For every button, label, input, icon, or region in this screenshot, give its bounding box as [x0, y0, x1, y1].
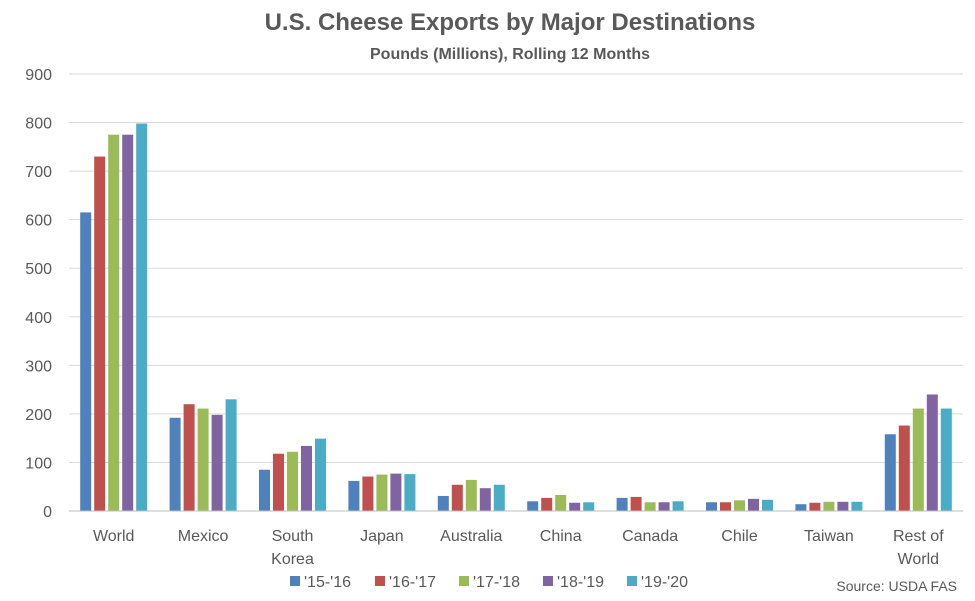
bar: [734, 500, 745, 511]
chart-subtitle: Pounds (Millions), Rolling 12 Months: [370, 46, 650, 63]
bar: [658, 502, 670, 511]
legend-swatch: [627, 576, 637, 586]
y-tick-label: 900: [25, 67, 52, 84]
bar: [301, 445, 312, 511]
x-category-label: Rest of: [893, 528, 944, 545]
bar: [555, 494, 567, 511]
bar: [630, 496, 642, 511]
x-category-label: World: [898, 551, 940, 568]
chart-title: U.S. Cheese Exports by Major Destination…: [265, 9, 756, 36]
bar: [404, 474, 416, 511]
bar: [616, 497, 628, 511]
bar: [437, 495, 449, 511]
bar: [80, 212, 92, 511]
x-category-label: Japan: [360, 528, 404, 545]
y-tick-label: 600: [25, 213, 52, 230]
legend-swatch: [375, 576, 385, 586]
bar: [644, 502, 656, 511]
bar: [672, 501, 684, 511]
bar: [451, 484, 463, 511]
bar: [527, 501, 539, 511]
bar: [94, 156, 106, 512]
bar: [706, 502, 717, 511]
bar: [225, 399, 237, 511]
bar: [136, 123, 148, 511]
bar-series: [108, 134, 924, 511]
y-tick-label: 100: [25, 455, 52, 472]
bar: [465, 479, 477, 511]
bar-series: [122, 134, 938, 511]
bar: [569, 502, 581, 511]
bar: [493, 484, 505, 511]
bar: [348, 480, 360, 511]
bar: [541, 497, 553, 511]
x-category-label: China: [540, 528, 582, 545]
bar: [197, 408, 209, 511]
y-tick-label: 300: [25, 358, 52, 375]
y-axis-tick-labels: 0 100 200 300 400 500 600 700 800 900: [25, 67, 52, 521]
x-category-label: Mexico: [178, 528, 229, 545]
bar: [169, 417, 181, 511]
bar: [748, 498, 759, 511]
bar-series: [94, 156, 910, 512]
bar-series: [80, 212, 896, 511]
bar: [362, 476, 374, 511]
x-axis-category-labels: World Mexico South Korea Japan Australia China…: [93, 528, 944, 568]
bar: [898, 425, 910, 511]
x-category-label: Taiwan: [804, 528, 854, 545]
bar-series: [136, 123, 952, 511]
y-tick-label: 800: [25, 116, 52, 133]
x-category-label: Chile: [721, 528, 758, 545]
bar: [851, 501, 863, 511]
legend-label: '18-'19: [557, 574, 604, 591]
bar: [926, 394, 938, 511]
legend-label: '17-'18: [473, 574, 520, 591]
bar: [809, 502, 821, 511]
bar: [122, 134, 134, 511]
bar: [273, 453, 284, 511]
bar: [315, 438, 326, 511]
bar: [823, 501, 835, 511]
x-category-label: Korea: [271, 551, 314, 568]
bar: [390, 473, 402, 511]
gridlines: [69, 73, 963, 463]
y-tick-label: 500: [25, 261, 52, 278]
bar: [108, 134, 120, 511]
x-category-label: Canada: [622, 528, 678, 545]
bar: [795, 504, 807, 511]
y-tick-label: 0: [43, 504, 52, 521]
legend-swatch: [290, 576, 300, 586]
bar-series-group: [80, 123, 952, 512]
bar: [479, 488, 491, 511]
bar: [837, 501, 849, 511]
legend: '15-'16 '16-'17 '17-'18 '18-'19 '19-'20: [290, 574, 688, 591]
x-category-label: World: [93, 528, 135, 545]
bar: [211, 414, 223, 511]
legend-label: '16-'17: [389, 574, 436, 591]
bar: [376, 474, 388, 511]
x-category-label: South: [272, 528, 314, 545]
y-tick-label: 700: [25, 164, 52, 181]
bar: [912, 408, 924, 511]
legend-swatch: [543, 576, 553, 586]
y-tick-label: 400: [25, 310, 52, 327]
y-tick-label: 200: [25, 407, 52, 424]
bar: [183, 404, 195, 511]
bar: [762, 499, 773, 511]
bar: [940, 408, 952, 511]
bar: [720, 502, 731, 511]
legend-label: '19-'20: [641, 574, 688, 591]
legend-label: '15-'16: [304, 574, 351, 591]
legend-swatch: [459, 576, 469, 586]
x-category-label: Australia: [440, 528, 502, 545]
bar: [583, 502, 595, 511]
source-note: Source: USDA FAS: [836, 578, 957, 594]
bar: [259, 469, 270, 511]
bar: [287, 451, 298, 511]
bar: [884, 434, 896, 511]
